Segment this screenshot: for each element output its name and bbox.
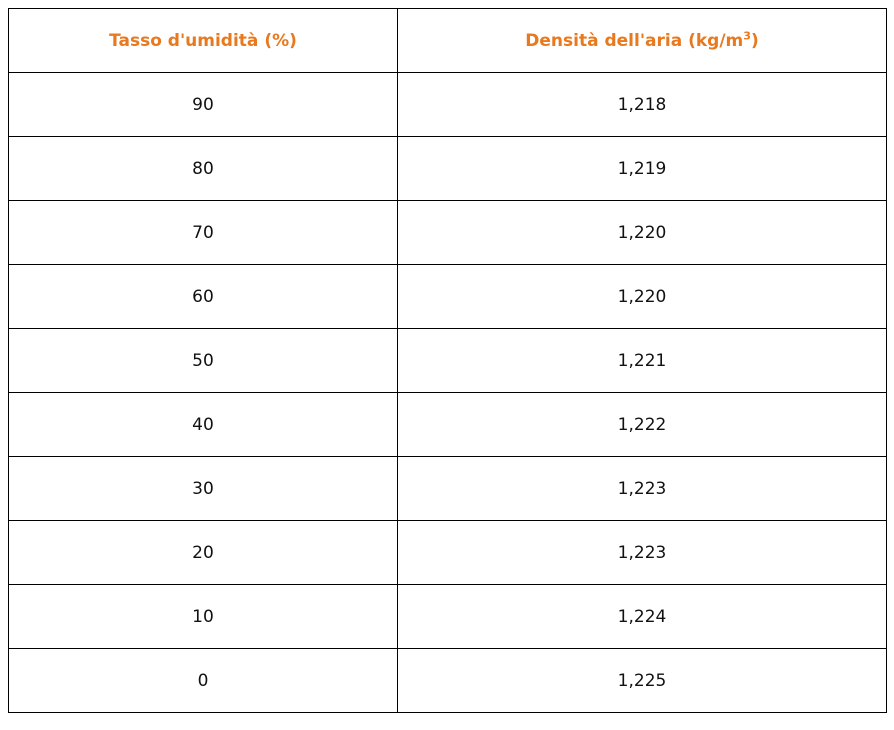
humidity-cell: 20 bbox=[8, 520, 398, 585]
header-air-density: Densità dell'aria (kg/m3) bbox=[397, 8, 887, 73]
header-humidity: Tasso d'umidità (%) bbox=[8, 8, 398, 73]
humidity-cell: 90 bbox=[8, 72, 398, 137]
density-cell: 1,223 bbox=[397, 520, 887, 585]
density-cell: 1,221 bbox=[397, 328, 887, 393]
humidity-cell: 50 bbox=[8, 328, 398, 393]
density-cell: 1,218 bbox=[397, 72, 887, 137]
humidity-cell: 40 bbox=[8, 392, 398, 457]
table-row: 50 1,221 bbox=[8, 328, 887, 393]
density-cell: 1,223 bbox=[397, 456, 887, 521]
table-row: 40 1,222 bbox=[8, 392, 887, 457]
humidity-cell: 10 bbox=[8, 584, 398, 649]
humidity-cell: 60 bbox=[8, 264, 398, 329]
humidity-cell: 0 bbox=[8, 648, 398, 713]
table-row: 80 1,219 bbox=[8, 136, 887, 201]
table-row: 20 1,223 bbox=[8, 520, 887, 585]
table-row: 10 1,224 bbox=[8, 584, 887, 649]
table-row: 0 1,225 bbox=[8, 648, 887, 713]
humidity-density-table: Tasso d'umidità (%) Densità dell'aria (k… bbox=[8, 8, 887, 713]
table-row: 90 1,218 bbox=[8, 72, 887, 137]
density-cell: 1,220 bbox=[397, 264, 887, 329]
header-air-density-close: ) bbox=[750, 30, 759, 51]
humidity-cell: 80 bbox=[8, 136, 398, 201]
table-row: 60 1,220 bbox=[8, 264, 887, 329]
density-cell: 1,220 bbox=[397, 200, 887, 265]
table-row: 70 1,220 bbox=[8, 200, 887, 265]
table-row: 30 1,223 bbox=[8, 456, 887, 521]
humidity-cell: 30 bbox=[8, 456, 398, 521]
density-cell: 1,225 bbox=[397, 648, 887, 713]
density-cell: 1,219 bbox=[397, 136, 887, 201]
density-cell: 1,224 bbox=[397, 584, 887, 649]
header-air-density-label: Densità dell'aria (kg/m bbox=[525, 30, 744, 51]
humidity-cell: 70 bbox=[8, 200, 398, 265]
density-cell: 1,222 bbox=[397, 392, 887, 457]
header-air-density-exponent: 3 bbox=[743, 28, 751, 42]
table-header-row: Tasso d'umidità (%) Densità dell'aria (k… bbox=[8, 8, 887, 73]
